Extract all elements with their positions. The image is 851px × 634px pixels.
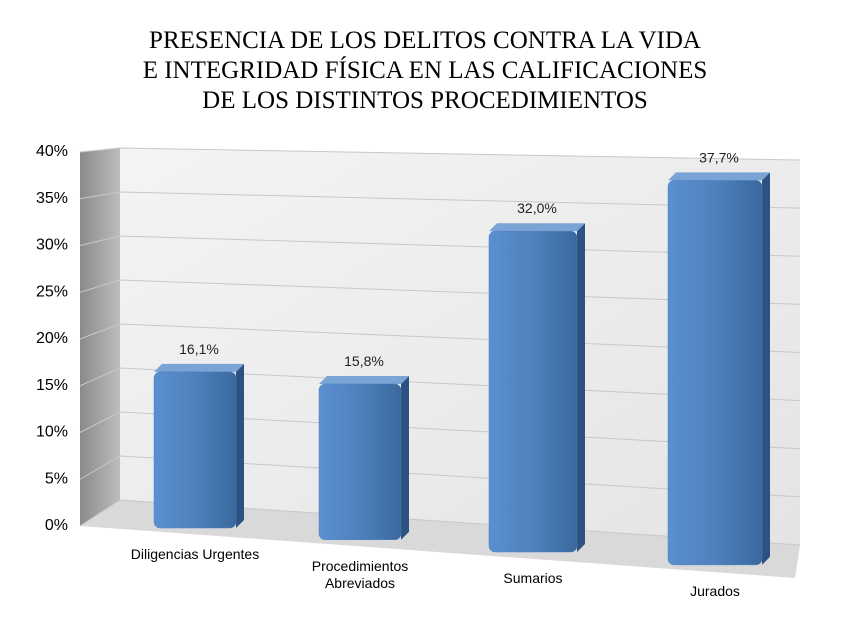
side-wall — [80, 148, 120, 526]
back-wall — [120, 148, 800, 545]
bar-side — [401, 375, 409, 540]
y-tick-label: 20% — [36, 330, 68, 347]
y-tick-label: 25% — [36, 283, 68, 300]
x-tick-label: Sumarios — [503, 569, 563, 586]
y-tick-label: 35% — [36, 190, 68, 207]
y-tick-label: 40% — [36, 143, 68, 160]
bar-top — [319, 375, 409, 384]
bar-top — [668, 172, 770, 181]
y-tick-label: 5% — [45, 470, 68, 487]
bar-side — [577, 223, 585, 552]
chart-title: E INTEGRIDAD FÍSICA EN LAS CALIFICACIONE… — [143, 56, 708, 84]
bar-side — [762, 172, 770, 565]
chart-title: PRESENCIA DE LOS DELITOS CONTRA LA VIDA — [149, 27, 701, 54]
grid-line — [79, 147, 801, 161]
x-tick-label: Diligencias Urgentes — [130, 546, 260, 562]
y-tick-label: 30% — [36, 237, 68, 254]
bar-top — [154, 363, 244, 372]
bar — [488, 230, 578, 553]
value-label: 37,7% — [699, 149, 739, 165]
y-tick-label: 15% — [36, 377, 68, 394]
bar — [667, 180, 763, 566]
value-label: 15,8% — [344, 353, 384, 369]
bar — [153, 371, 237, 529]
bar — [318, 383, 402, 540]
value-label: 32,0% — [517, 200, 557, 216]
y-tick-label: 10% — [36, 424, 68, 441]
bar-top — [489, 223, 585, 232]
floor — [80, 500, 800, 578]
bar-side — [236, 363, 244, 528]
chart-title: DE LOS DISTINTOS PROCEDIMIENTOS — [202, 87, 648, 114]
x-tick-label: Procedimientos Abreviados — [311, 557, 409, 591]
value-label: 16,1% — [179, 341, 219, 357]
grid-line — [79, 191, 801, 209]
x-tick-label: Jurados — [690, 582, 740, 599]
y-tick-label: 0% — [45, 517, 68, 534]
